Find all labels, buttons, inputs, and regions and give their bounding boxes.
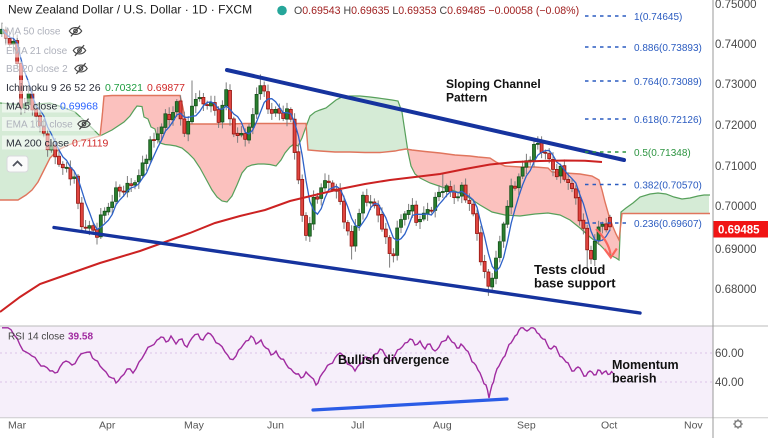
- svg-text:bearish: bearish: [612, 372, 656, 386]
- svg-text:RSI 14 close: RSI 14 close: [8, 332, 65, 343]
- svg-text:0.70321: 0.70321: [105, 82, 143, 94]
- svg-text:0.70000: 0.70000: [715, 201, 757, 213]
- svg-text:40.00: 40.00: [715, 377, 744, 389]
- svg-text:Oct: Oct: [601, 420, 617, 432]
- svg-text:0.764(0.73089): 0.764(0.73089): [634, 77, 702, 88]
- svg-text:Momentum: Momentum: [612, 358, 679, 372]
- svg-text:EMA 21 close: EMA 21 close: [6, 46, 68, 57]
- svg-text:MA 200 close: MA 200 close: [6, 137, 69, 149]
- svg-text:0.71119: 0.71119: [72, 137, 109, 149]
- svg-text:BB 20 close 2: BB 20 close 2: [6, 64, 68, 75]
- svg-text:0.5(0.71348): 0.5(0.71348): [634, 148, 691, 159]
- svg-text:0.69000: 0.69000: [715, 244, 757, 256]
- svg-text:0.886(0.73893): 0.886(0.73893): [634, 43, 702, 54]
- svg-text:Jul: Jul: [351, 420, 364, 432]
- svg-text:Bullish divergence: Bullish divergence: [338, 353, 449, 367]
- svg-text:Sloping Channel: Sloping Channel: [446, 77, 541, 91]
- svg-text:1(0.74645): 1(0.74645): [634, 12, 682, 23]
- svg-text:Apr: Apr: [99, 420, 116, 432]
- svg-text:0.69877: 0.69877: [147, 82, 185, 94]
- svg-text:EMA 100 close: EMA 100 close: [6, 120, 73, 131]
- svg-text:base support: base support: [534, 276, 616, 291]
- svg-text:Nov: Nov: [684, 420, 703, 432]
- svg-text:39.58: 39.58: [68, 332, 93, 343]
- svg-text:New Zealand Dollar / U.S. Doll: New Zealand Dollar / U.S. Dollar · 1D · …: [8, 3, 252, 17]
- svg-text:0.69968: 0.69968: [60, 100, 98, 112]
- svg-text:0.236(0.69607): 0.236(0.69607): [634, 219, 702, 230]
- svg-text:0.72000: 0.72000: [715, 120, 757, 132]
- svg-text:O0.69543 H0.69635 L0.69353 C0.: O0.69543 H0.69635 L0.69353 C0.69485 −0.0…: [294, 5, 579, 17]
- svg-text:May: May: [184, 420, 205, 432]
- svg-text:0.73000: 0.73000: [715, 79, 757, 91]
- svg-text:MA 50 close: MA 50 close: [6, 27, 61, 38]
- svg-text:MA 5 close: MA 5 close: [6, 100, 58, 112]
- svg-text:0.69485: 0.69485: [718, 225, 760, 237]
- svg-text:Pattern: Pattern: [446, 91, 487, 105]
- svg-text:Ichimoku 9 26 52 26: Ichimoku 9 26 52 26: [6, 82, 101, 94]
- svg-text:60.00: 60.00: [715, 348, 744, 360]
- svg-text:0.74000: 0.74000: [715, 39, 757, 51]
- svg-text:0.68000: 0.68000: [715, 284, 757, 296]
- svg-text:0.618(0.72126): 0.618(0.72126): [634, 115, 702, 126]
- svg-text:Jun: Jun: [267, 420, 284, 432]
- svg-text:Sep: Sep: [517, 420, 536, 432]
- svg-text:0.382(0.70570): 0.382(0.70570): [634, 180, 702, 191]
- svg-text:Mar: Mar: [8, 420, 27, 432]
- svg-text:0.71000: 0.71000: [715, 161, 757, 173]
- svg-text:Tests cloud: Tests cloud: [534, 262, 605, 277]
- svg-text:0.75000: 0.75000: [715, 0, 757, 11]
- svg-text:Aug: Aug: [433, 420, 452, 432]
